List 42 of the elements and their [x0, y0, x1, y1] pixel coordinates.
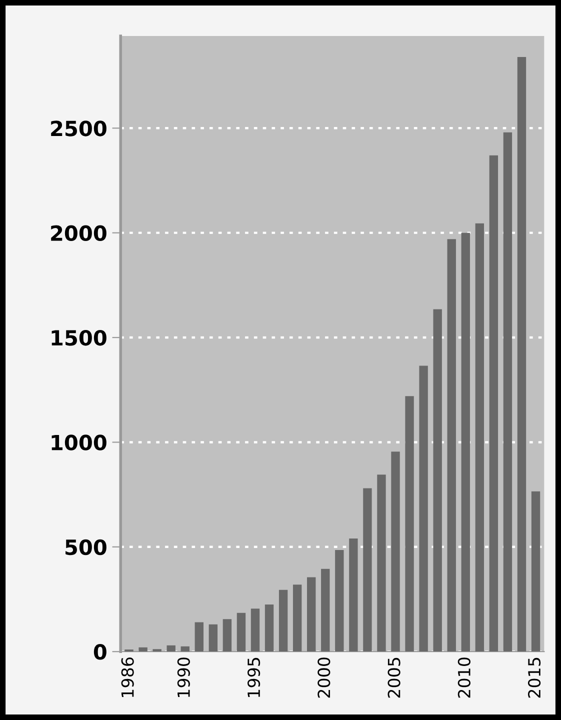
bar	[208, 624, 218, 652]
y-tick-label: 1000	[52, 434, 106, 450]
bar	[475, 223, 484, 652]
bar	[447, 239, 456, 652]
bar	[264, 604, 274, 652]
bar	[180, 646, 190, 652]
bar	[377, 474, 386, 652]
x-tick-label: 1990	[177, 658, 190, 698]
x-tick-label: 2005	[388, 658, 400, 698]
y-tick-label: 2500	[51, 120, 106, 136]
bar	[292, 584, 302, 652]
bar	[194, 622, 204, 652]
bar	[433, 309, 442, 652]
y-tick-label: 500	[66, 539, 106, 556]
bar	[489, 155, 498, 652]
bar	[321, 568, 330, 652]
bar	[222, 619, 232, 652]
bar	[419, 366, 428, 652]
bar	[138, 647, 148, 652]
x-tick-label: 2010	[458, 658, 470, 698]
y-tick-label: 1500	[52, 330, 106, 346]
x-tick-label: 1995	[247, 658, 260, 698]
bar	[250, 608, 260, 652]
y-tick-label: 2000	[51, 225, 106, 242]
bar	[152, 649, 162, 652]
bar	[363, 488, 372, 652]
bar	[335, 550, 344, 652]
x-tick-label: 1986	[121, 658, 134, 698]
x-tick-label: 2000	[318, 658, 330, 698]
bar	[307, 577, 316, 652]
bar	[461, 232, 470, 652]
bar	[278, 590, 288, 652]
bar	[531, 491, 540, 652]
bar	[517, 56, 526, 652]
bar	[349, 538, 358, 652]
bar	[236, 612, 246, 652]
bar	[503, 132, 512, 652]
bar	[166, 645, 176, 652]
bar	[405, 396, 414, 652]
bar	[391, 452, 400, 652]
x-tick-label: 2015	[528, 658, 541, 698]
y-tick-label: 0	[94, 644, 106, 660]
